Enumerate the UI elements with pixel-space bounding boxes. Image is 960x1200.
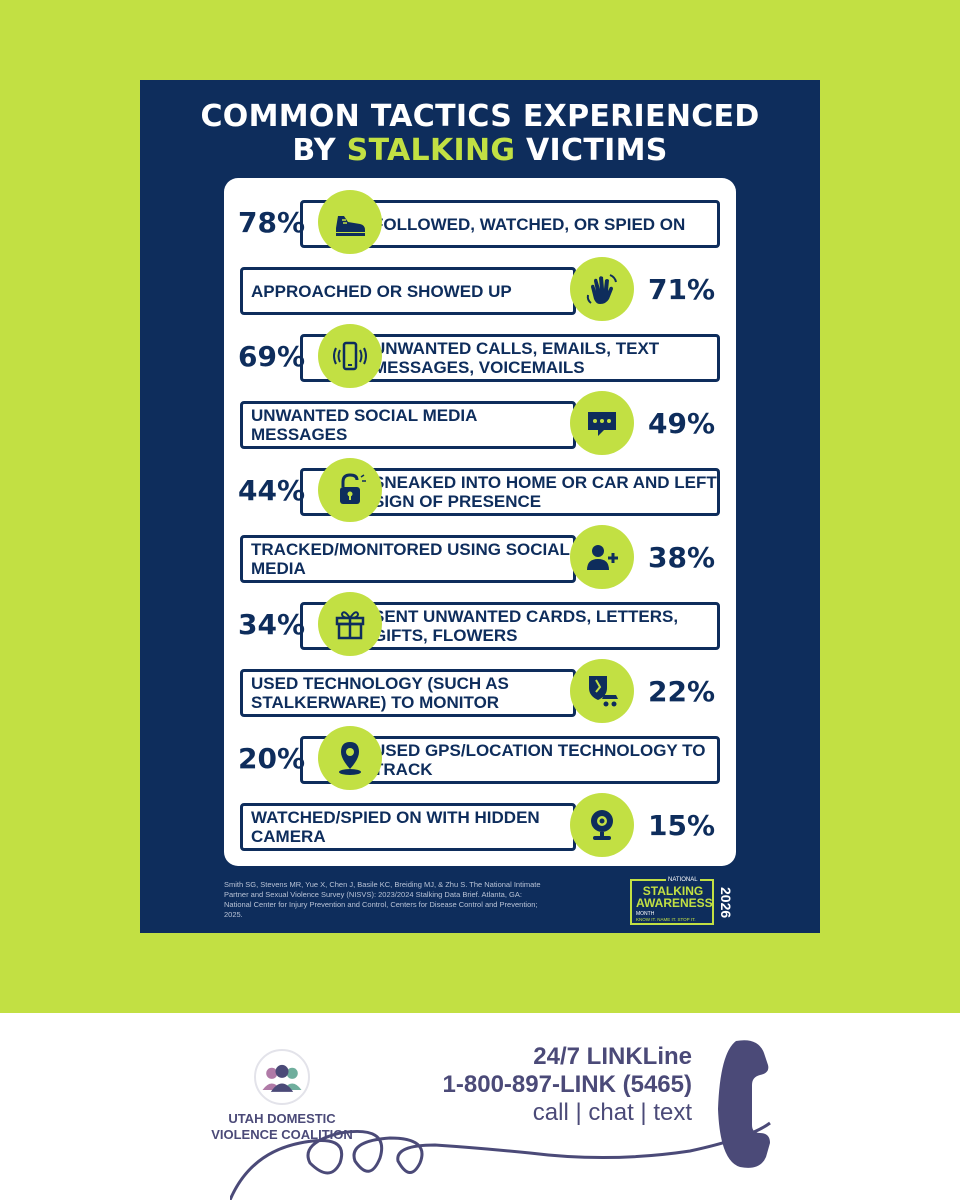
waving-hand-icon — [570, 257, 634, 321]
tactic-row: APPROACHED OR SHOWED UP 71% — [224, 257, 736, 321]
phone-cord-icon — [230, 1040, 771, 1200]
shoe-icon — [318, 190, 382, 254]
tactic-row: UNWANTED SOCIAL MEDIA MESSAGES 49% — [224, 391, 736, 455]
tactics-panel: FOLLOWED, WATCHED, OR SPIED ON 78% APPRO… — [224, 178, 736, 866]
source-citation: Smith SG, Stevens MR, Yue X, Chen J, Bas… — [224, 880, 541, 919]
coalition-logo — [254, 1049, 310, 1105]
webcam-icon — [570, 793, 634, 857]
tactic-row: USED GPS/LOCATION TECHNOLOGY TO TRACK 20… — [224, 726, 736, 790]
tactic-row: SNEAKED INTO HOME OR CAR AND LEFT SIGN O… — [224, 458, 736, 522]
tactic-percent: 38% — [648, 541, 716, 574]
add-user-icon — [570, 525, 634, 589]
padlock-icon — [318, 458, 382, 522]
spy-shield-icon — [570, 659, 634, 723]
tactic-percent: 78% — [238, 206, 306, 239]
tactic-label: USED TECHNOLOGY (SUCH AS STALKERWARE) TO… — [240, 669, 576, 717]
footer: UTAH DOMESTIC VIOLENCE COALITION 24/7 LI… — [0, 1013, 960, 1200]
poster-title: COMMON TACTICS EXPERIENCED BY STALKING V… — [200, 99, 760, 168]
tactic-percent: 15% — [648, 809, 716, 842]
tactic-percent: 22% — [648, 675, 716, 708]
tactic-row: UNWANTED CALLS, EMAILS, TEXT MESSAGES, V… — [224, 324, 736, 388]
tactic-label: UNWANTED SOCIAL MEDIA MESSAGES — [240, 401, 576, 449]
tactic-row: USED TECHNOLOGY (SUCH AS STALKERWARE) TO… — [224, 659, 736, 723]
tactic-label: WATCHED/SPIED ON WITH HIDDEN CAMERA — [240, 803, 576, 851]
tactic-label: APPROACHED OR SHOWED UP — [240, 267, 576, 315]
tactic-row: TRACKED/MONITORED USING SOCIAL MEDIA 38% — [224, 525, 736, 589]
linkline-title: 24/7 LINKLine — [533, 1043, 692, 1070]
hotline-phone[interactable]: 1-800-897-LINK (5465) — [442, 1071, 692, 1098]
tactic-percent: 44% — [238, 474, 306, 507]
ringing-phone-icon — [318, 324, 382, 388]
tactic-row: FOLLOWED, WATCHED, OR SPIED ON 78% — [224, 190, 736, 254]
tactic-percent: 71% — [648, 273, 716, 306]
tactic-row: SENT UNWANTED CARDS, LETTERS, GIFTS, FLO… — [224, 592, 736, 656]
tactic-row: WATCHED/SPIED ON WITH HIDDEN CAMERA 15% — [224, 793, 736, 857]
org-name: UTAH DOMESTIC VIOLENCE COALITION — [211, 1111, 353, 1142]
tactic-percent: 34% — [238, 608, 306, 641]
tactic-percent: 49% — [648, 407, 716, 440]
infographic-poster: COMMON TACTICS EXPERIENCED BY STALKING V… — [140, 80, 820, 933]
chat-bubble-icon — [570, 391, 634, 455]
contact-methods: call | chat | text — [532, 1099, 692, 1126]
tactic-percent: 20% — [238, 742, 306, 775]
stalking-awareness-month-logo: NATIONAL STALKING AWARENESS MONTH KNOW IT… — [630, 877, 740, 927]
tactic-percent: 69% — [238, 340, 306, 373]
location-pin-icon — [318, 726, 382, 790]
tactic-label: TRACKED/MONITORED USING SOCIAL MEDIA — [240, 535, 576, 583]
gift-icon — [318, 592, 382, 656]
